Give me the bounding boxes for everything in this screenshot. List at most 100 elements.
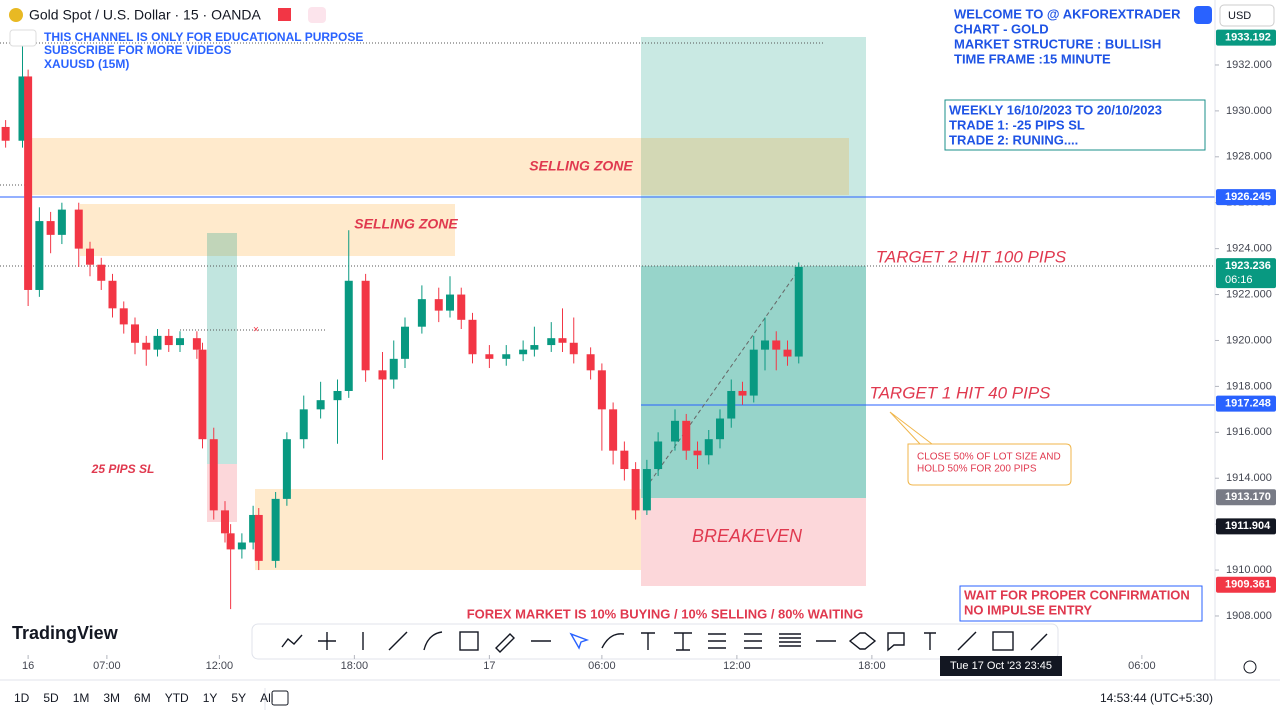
small-target <box>207 233 237 464</box>
candle <box>468 312 477 364</box>
candle <box>1 120 10 148</box>
y-tick-label: 1916.000 <box>1226 426 1272 438</box>
tool-icon[interactable] <box>318 632 336 650</box>
range-button[interactable]: 1Y <box>203 691 218 705</box>
candle-body <box>333 390 342 401</box>
price-label-box <box>1216 518 1276 535</box>
tool-icon[interactable] <box>281 634 303 648</box>
candle <box>282 432 291 506</box>
candle-body <box>519 349 528 355</box>
candle-body <box>704 439 713 456</box>
tool-icon[interactable] <box>388 631 408 651</box>
tool-icon[interactable] <box>641 632 655 650</box>
candle <box>704 430 713 465</box>
range-button[interactable]: All <box>260 691 273 705</box>
candle-body <box>671 420 679 442</box>
candle-body <box>378 370 387 380</box>
candle <box>693 441 702 470</box>
tool-icon[interactable] <box>992 631 1014 651</box>
tool-icon[interactable] <box>924 632 936 650</box>
candle <box>249 505 258 550</box>
price-label: 1917.248 <box>1225 398 1271 410</box>
tool-icon[interactable] <box>495 633 515 653</box>
note-text: NO IMPULSE ENTRY <box>964 602 1092 617</box>
crosshair-time: Tue 17 Oct '23 23:45 <box>950 660 1052 672</box>
y-tick-label: 1914.000 <box>1226 472 1272 484</box>
candle-body <box>609 409 618 451</box>
settings[interactable] <box>1243 660 1257 674</box>
tool-icon[interactable] <box>887 632 905 652</box>
candle <box>794 262 803 364</box>
tool-icon[interactable] <box>1030 633 1048 651</box>
candle <box>620 441 629 481</box>
candle <box>57 202 66 245</box>
candle <box>18 37 27 148</box>
candle-body <box>35 221 44 290</box>
range-button[interactable]: 6M <box>134 691 151 705</box>
candle-body <box>153 335 162 350</box>
range-button[interactable]: YTD <box>165 691 189 705</box>
candle <box>642 459 651 515</box>
tool-icon[interactable] <box>569 632 590 650</box>
candle-body <box>271 498 280 561</box>
candle <box>485 345 494 369</box>
candle <box>547 322 556 352</box>
candle-body <box>597 370 606 410</box>
y-tick-label: 1928.000 <box>1226 151 1272 163</box>
candle-body <box>485 354 494 359</box>
price-label: 1911.904 <box>1225 520 1271 532</box>
range-button[interactable]: 5Y <box>231 691 246 705</box>
x-tick-label: 07:00 <box>93 660 121 672</box>
weekly-box <box>944 99 1206 151</box>
price-label-box <box>1216 258 1276 289</box>
stop-zone <box>641 498 866 586</box>
candle <box>457 287 466 329</box>
candle <box>654 432 663 476</box>
tool-icon[interactable] <box>674 632 692 651</box>
price-label-box <box>1216 576 1276 593</box>
collapse-button[interactable] <box>9 29 37 47</box>
candle-body <box>97 264 106 281</box>
candle <box>609 402 618 465</box>
candle-body <box>361 280 370 371</box>
range-button[interactable]: 1M <box>73 691 90 705</box>
candle-body <box>547 338 556 346</box>
candle <box>153 328 162 357</box>
weekly-text: WEEKLY 16/10/2023 TO 20/10/2023 <box>949 102 1162 117</box>
currency-select[interactable] <box>1219 4 1275 27</box>
symbol-icon <box>9 8 23 22</box>
tool-icon[interactable] <box>423 631 443 651</box>
tool-icon[interactable] <box>957 631 977 651</box>
tool-icon[interactable] <box>848 632 877 650</box>
candle-body <box>401 326 409 359</box>
tool-icon[interactable] <box>708 633 726 649</box>
candle <box>530 326 539 357</box>
tool-icon[interactable] <box>601 633 625 649</box>
compare-button[interactable] <box>1194 6 1212 24</box>
candle-body <box>192 338 201 350</box>
overlay-text: XAUUSD (15M) <box>44 57 129 71</box>
currency[interactable]: USD <box>1228 10 1251 22</box>
candle <box>131 317 139 355</box>
tool-icon[interactable] <box>744 633 762 649</box>
candle-body <box>502 354 511 359</box>
candle <box>46 211 55 254</box>
range-button[interactable]: 5D <box>43 691 59 705</box>
candle-body <box>46 221 55 235</box>
x-tick-label: 18:00 <box>341 660 369 672</box>
tool-icon[interactable] <box>459 631 479 651</box>
range-button[interactable]: 1D <box>14 691 30 705</box>
indicator-button[interactable] <box>308 7 326 23</box>
callout-text: HOLD 50% FOR 200 PIPS <box>917 464 1037 475</box>
range-button[interactable]: 3M <box>103 691 120 705</box>
tool-icon[interactable] <box>779 633 801 647</box>
candle <box>254 508 263 571</box>
callout-box <box>889 411 1072 486</box>
flag[interactable] <box>278 8 291 21</box>
annotation: TARGET 2 HIT 100 PIPS <box>876 247 1067 266</box>
candle-body <box>164 335 173 346</box>
overlay-text: TIME FRAME :15 MINUTE <box>954 51 1111 66</box>
goto-date[interactable] <box>271 690 289 706</box>
candle <box>671 409 679 451</box>
candle-body <box>631 469 640 511</box>
